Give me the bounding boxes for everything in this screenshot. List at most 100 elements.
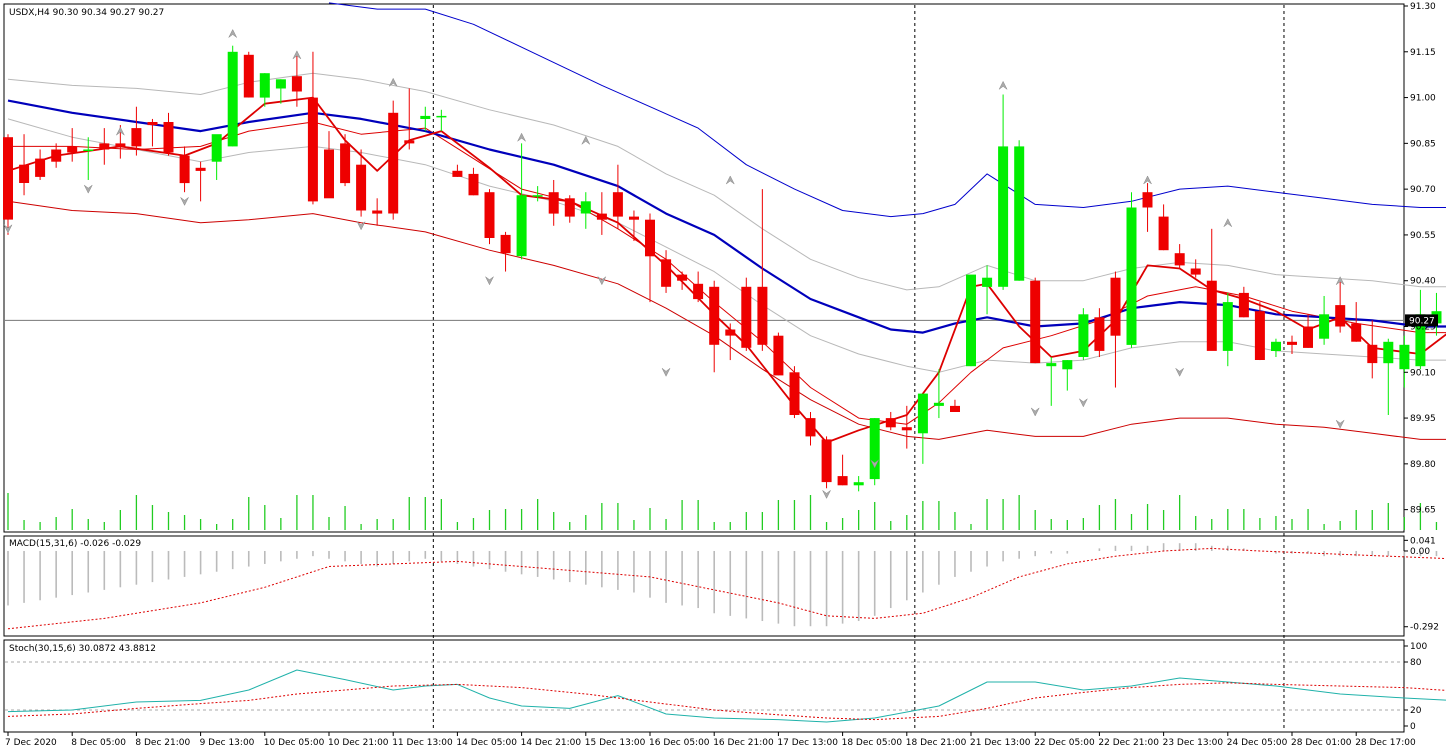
indicator-lines [5,2,1446,444]
price-tick-label: 90.55 [1410,231,1436,241]
envelope-upper-line [7,72,1446,291]
candle-body [1383,341,1394,364]
candle-body [259,73,270,98]
time-axis: 7 Dec 2020 8 Dec 05:00 8 Dec 21:00 9 Dec 13… [5,732,1416,748]
time-tick-label: 7 Dec 2020 [5,738,57,748]
stoch-pane-frame [3,639,1405,733]
ma-blue-line [7,99,1446,334]
fractal-down-arrow [661,368,671,377]
fractal-up-arrow [517,132,526,142]
candle-body [1142,192,1153,208]
candle-body [1335,305,1346,327]
candle-body [1094,317,1105,351]
candle-body [243,54,254,98]
fractal-up-arrow [581,135,591,145]
candle-body [596,213,607,220]
candle-body [1222,302,1233,351]
fractal-up-arrow [1143,175,1152,185]
candle-body [211,134,222,162]
candle-body [67,146,78,153]
candle-body [612,192,623,217]
time-tick-label: 10 Dec 05:00 [264,738,325,748]
candle-body [1319,314,1330,339]
candle-body [307,97,318,202]
candle-body [1174,253,1185,266]
candle-body [1062,360,1073,370]
time-tick-label: 8 Dec 21:00 [135,738,190,748]
candle-body [147,122,158,126]
candle-body [741,286,752,348]
candle-body [99,143,110,150]
stoch-header: Stoch(30,15,6) 30.0872 43.8812 [9,644,156,654]
time-tick-label: 28 Dec 17:00 [1355,738,1416,748]
candle-body [35,158,46,177]
candle-body [163,122,174,153]
candle-body [564,198,575,217]
time-tick-label: 8 Dec 05:00 [71,738,126,748]
candle-body [291,76,302,92]
price-tick-label: 89.80 [1410,460,1436,470]
price-tick-label: 91.15 [1410,48,1436,58]
price-axes: 91.30 91.15 91.00 90.85 90.70 90.55 90.40 90.25… [1404,2,1439,732]
time-tick-label: 24 Dec 05:00 [1227,738,1288,748]
time-tick-label: 18 Dec 21:00 [906,738,967,748]
fractal-down-arrow [822,490,831,499]
volume-bars [7,493,1438,530]
candle-body [757,286,768,345]
time-tick-label: 16 Dec 05:00 [649,738,710,748]
candle-body [1271,341,1281,351]
band-lower-line [7,200,1446,440]
fractal-up-arrow [1223,218,1233,227]
macd-header: MACD(15,31,6) -0.026 -0.029 [9,539,141,549]
candle-body [837,476,848,486]
candle-body [484,192,495,238]
time-tick-label: 22 Dec 05:00 [1034,738,1095,748]
candle-body [1238,292,1249,318]
candle-body [853,482,864,486]
stoch-tick-label: 0 [1410,722,1416,732]
candle-body [532,195,543,197]
candle-body [1110,277,1121,336]
candle-body [131,128,142,147]
candles [3,45,1442,492]
candle-body [869,418,880,480]
candle-body [982,277,993,287]
fractal-down-arrow [1335,419,1345,429]
candle-body [1158,216,1169,251]
stoch-signal-line [7,682,1446,721]
candle-body [1399,344,1410,370]
price-tick-label: 89.95 [1410,414,1436,424]
fractal-down-arrow [597,276,607,286]
candle-body [179,155,190,184]
candle-body [1351,323,1362,342]
price-tick-label: 89.65 [1410,506,1436,516]
time-tick-label: 17 Dec 13:00 [777,738,838,748]
candle-body [933,402,944,406]
candle-body [1287,341,1297,345]
stoch-tick-label: 80 [1410,658,1422,668]
fractal-up-arrow [292,50,302,60]
fractal-down-arrow [1079,398,1088,408]
stoch-tick-label: 100 [1410,642,1427,652]
candle-body [1303,326,1313,348]
candle-body [1206,280,1217,351]
price-tick-label: 90.10 [1410,368,1436,378]
current-price-label: 90.27 [1409,316,1435,326]
time-tick-label: 16 Dec 21:00 [713,738,774,748]
candle-body [1046,363,1057,367]
price-tick-label: 90.40 [1410,277,1436,287]
candle-body [1190,268,1201,275]
macd-tick-label: 0.041 [1410,536,1436,546]
price-tick-label: 90.25 [1410,322,1436,332]
ma-slow-line [8,121,1446,425]
time-tick-label: 14 Dec 21:00 [521,738,582,748]
time-tick-label: 10 Dec 21:00 [328,738,389,748]
fractal-up-arrow [998,80,1008,90]
band-upper-line [328,2,1446,218]
macd-signal-line [7,547,1446,630]
candle-body [645,219,655,257]
candle-body [966,274,976,367]
fractal-down-arrow [1175,368,1184,377]
candle-body [1078,314,1089,357]
candle-body [885,418,896,428]
